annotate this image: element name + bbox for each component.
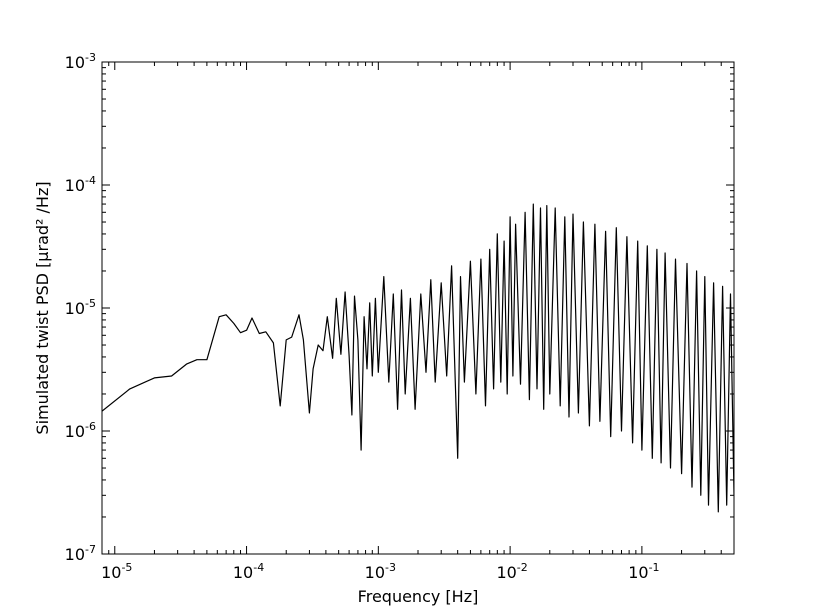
y-tick-label: 10-7 xyxy=(65,543,96,564)
x-tick-label: 10-4 xyxy=(233,561,264,582)
x-tick-label: 10-1 xyxy=(628,561,659,582)
series-line-0 xyxy=(102,203,734,513)
y-tick-labels: 10-7 10-6 10-5 10-4 10-3 xyxy=(65,51,96,564)
y-tick-label: 10-5 xyxy=(65,297,96,318)
x-tick-labels: 10-5 10-4 10-3 10-2 10-1 xyxy=(101,561,659,582)
x-tick-label: 10-3 xyxy=(365,561,396,582)
y-tick-label: 10-4 xyxy=(65,174,96,195)
x-tick-label: 10-5 xyxy=(101,561,132,582)
y-tick-label: 10-6 xyxy=(65,420,96,441)
y-axis-label: Simulated twist PSD [μrad² /Hz] xyxy=(33,181,52,434)
x-axis-label: Frequency [Hz] xyxy=(358,587,479,606)
y-tick-label: 10-3 xyxy=(65,51,96,72)
plot-area xyxy=(102,203,734,513)
axis-ticks xyxy=(101,61,735,555)
x-tick-label: 10-2 xyxy=(496,561,527,582)
